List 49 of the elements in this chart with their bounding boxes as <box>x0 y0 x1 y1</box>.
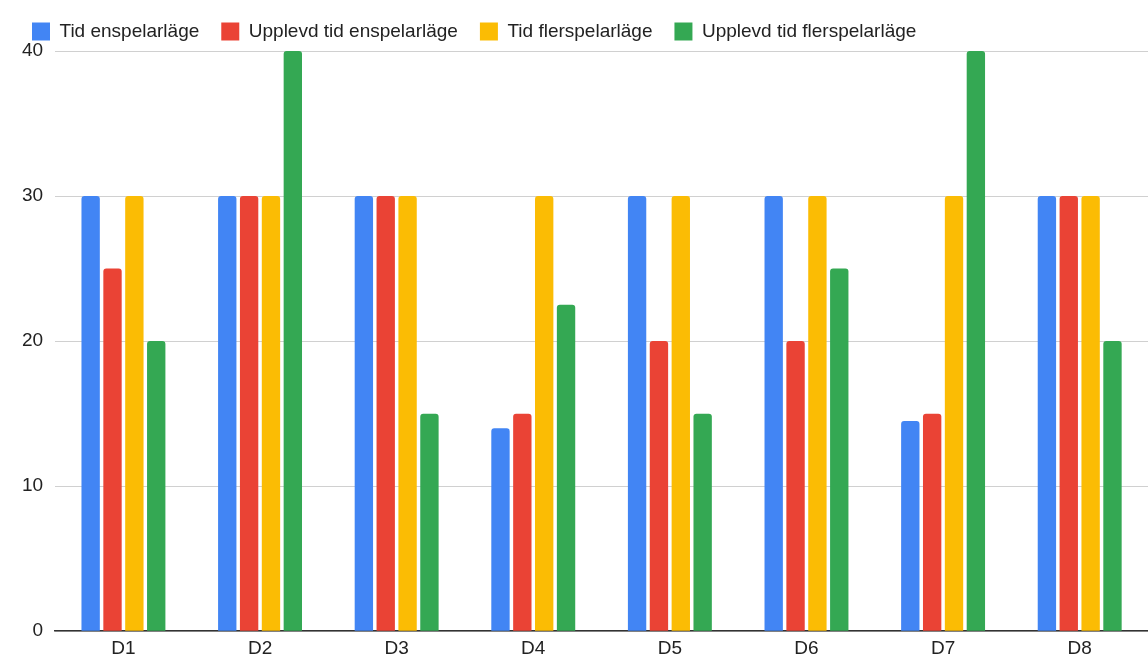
bar <box>693 413 712 631</box>
x-tick-label: D7 <box>930 636 956 658</box>
bar <box>147 341 166 631</box>
bar <box>513 413 532 631</box>
x-tick-label: D2 <box>247 636 273 658</box>
x-tick-label: D5 <box>657 636 683 658</box>
bar <box>535 196 554 631</box>
bar <box>944 196 964 631</box>
bar <box>398 196 417 631</box>
bar <box>1103 341 1122 631</box>
bar <box>671 196 690 631</box>
bar <box>239 196 259 631</box>
bar <box>491 428 510 631</box>
y-tick-label: 20 <box>21 329 44 351</box>
bar <box>103 268 122 631</box>
bar <box>354 196 374 631</box>
bar <box>966 51 986 631</box>
bar <box>376 196 395 631</box>
y-tick-label: 40 <box>21 39 44 61</box>
legend-label: Tid flerspelarläge <box>507 19 653 41</box>
bar <box>786 341 805 631</box>
bar <box>1081 196 1100 631</box>
bar <box>261 196 281 631</box>
legend-label: Upplevd tid flerspelarläge <box>701 19 917 41</box>
bar <box>808 196 827 631</box>
bar <box>922 413 942 631</box>
bar <box>283 51 303 631</box>
bar <box>1037 196 1057 631</box>
bar <box>218 196 237 631</box>
y-tick-label: 10 <box>21 474 44 496</box>
bar <box>125 196 144 631</box>
y-tick-label: 0 <box>32 619 44 641</box>
x-tick-label: D8 <box>1067 636 1092 658</box>
x-tick-label: D6 <box>794 636 819 658</box>
bar <box>627 196 647 631</box>
bar <box>81 196 100 631</box>
x-tick-label: D4 <box>521 636 546 658</box>
x-tick-label: D3 <box>384 636 409 658</box>
bar <box>556 304 576 631</box>
legend-label: Tid enspelarläge <box>59 19 200 41</box>
bar <box>649 341 669 631</box>
bar <box>830 268 849 631</box>
x-tick-label: D1 <box>111 636 136 658</box>
bar <box>420 413 439 631</box>
bar <box>1059 196 1078 631</box>
legend-label: Upplevd tid enspelarläge <box>248 19 458 41</box>
bar <box>764 196 783 631</box>
bar <box>901 420 920 631</box>
y-tick-label: 30 <box>21 184 44 206</box>
